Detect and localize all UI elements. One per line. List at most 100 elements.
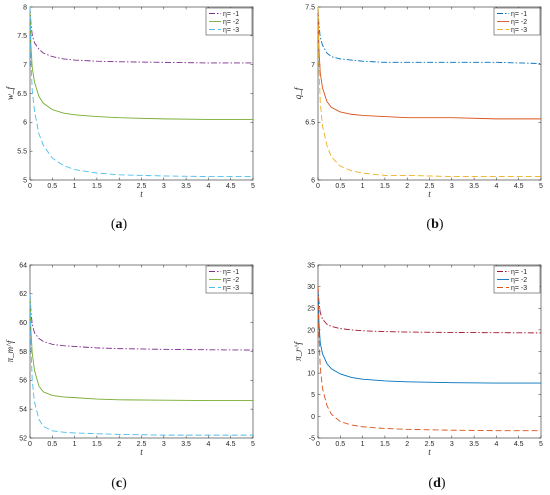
y-tick-label: 5 [23,177,27,184]
x-tick-label: 3.5 [469,183,479,190]
legend: η= -1η= -2η= -3 [205,7,253,36]
series-line-1 [29,293,254,351]
y-tick-label: 52 [19,435,27,442]
y-tick-label: 7.5 [17,33,27,40]
x-tick-label: 0 [316,441,320,448]
legend-entry: η= -3 [223,285,239,292]
legend-entry: η= -1 [223,269,239,276]
x-tick-label: 1.5 [92,183,102,190]
legend-entry: η= -2 [223,277,239,284]
legend-entry: η= -1 [223,11,239,18]
x-tick-label: 4 [206,441,210,448]
x-tick-label: 5 [539,441,543,448]
legend-entry: η= -3 [511,27,527,34]
x-tick-label: 1 [361,183,365,190]
legend: η= -1η= -2η= -3 [493,265,541,294]
series-line-2 [29,6,253,120]
x-tick-label: 0 [316,183,320,190]
x-tick-label: 2 [405,183,409,190]
x-axis-label: t [428,189,431,199]
x-tick-label: 1 [73,441,77,448]
y-axis-label: w_f [5,86,15,101]
x-tick-label: 2.5 [137,183,147,190]
x-tick-label: 3.5 [469,441,479,448]
x-tick-label: 5 [539,183,543,190]
y-tick-label: 6 [23,120,27,127]
panel-caption: (a) [111,217,128,232]
x-tick-label: 1 [73,183,77,190]
series-line-3 [29,6,253,177]
legend-entry: η= -1 [511,269,527,276]
y-tick-label: 62 [19,291,27,298]
x-tick-label: 3 [450,183,454,190]
legend-entry: η= -2 [223,19,239,26]
x-tick-label: 3.5 [181,183,191,190]
x-tick-label: 0.5 [335,183,345,190]
x-tick-label: 1 [361,441,365,448]
plot-area-frame [29,6,254,181]
x-tick-label: 1.5 [380,441,390,448]
y-tick-label: 56 [19,378,27,385]
y-axis-label: π_r^f [293,341,303,361]
y-tick-label: 25 [307,306,315,313]
series-line-1 [317,6,542,64]
y-tick-label: 30 [307,284,315,291]
plot-area-frame [29,264,254,439]
plot-area-frame [317,264,542,439]
panel-caption: (d) [428,476,445,491]
x-tick-label: 3 [450,441,454,448]
x-axis-label: t [140,189,143,199]
x-tick-label: 5 [251,441,255,448]
x-axis-label: t [428,447,431,457]
series-line-3 [317,286,541,432]
plot-area-frame [317,6,542,181]
series-line-2 [29,293,253,401]
y-axis-label: π_m^f [5,339,15,362]
x-tick-label: 2.5 [137,441,147,448]
y-tick-label: 20 [307,327,315,334]
legend-entry: η= -2 [511,277,527,284]
y-tick-label: 6 [311,177,315,184]
x-tick-label: 0 [28,183,32,190]
y-tick-label: 54 [19,407,27,414]
x-tick-label: 3 [162,183,166,190]
panel-caption: (b) [426,217,443,232]
y-tick-label: -5 [309,435,315,442]
x-tick-label: 0.5 [335,441,345,448]
legend-entry: η= -2 [511,19,527,26]
x-tick-label: 2.5 [425,441,435,448]
x-tick-label: 0 [28,441,32,448]
y-tick-label: 5 [311,392,315,399]
y-tick-label: 5.5 [17,149,27,156]
x-tick-label: 4 [206,183,210,190]
chart-panel-a: 0 0.5 1 1.5 2 2.5 3 3.5 4 4.5 5 5 5.5 6 6.5 7 7.5 8 t w_f η=… [5,4,255,232]
x-tick-label: 4 [494,441,498,448]
legend: η= -1η= -2η= -3 [493,7,541,36]
x-axis-label: t [140,447,143,457]
x-tick-label: 1.5 [380,183,390,190]
x-tick-label: 4.5 [514,183,524,190]
y-tick-label: 35 [307,262,315,269]
series-line-2 [317,6,541,120]
y-tick-label: 15 [307,349,315,356]
y-tick-label: 8 [23,4,27,11]
x-tick-label: 3.5 [181,441,191,448]
y-tick-label: 7 [311,62,315,69]
y-tick-label: 64 [19,262,27,269]
legend-entry: η= -3 [511,285,527,292]
x-tick-label: 3 [162,441,166,448]
x-tick-label: 2 [117,441,121,448]
series-line-1 [317,286,542,334]
legend: η= -1η= -2η= -3 [205,265,253,294]
y-tick-label: 60 [19,320,27,327]
y-tick-label: 58 [19,349,27,356]
chart-panel-c: 0 0.5 1 1.5 2 2.5 3 3.5 4 4.5 5 52 54 56 58 60 62 64 t π_m^… [5,262,255,491]
x-tick-label: 2.5 [425,183,435,190]
series-line-3 [29,293,253,436]
x-tick-label: 2 [405,441,409,448]
series-line-1 [29,6,253,64]
legend-entry: η= -3 [223,27,239,34]
series-line-2 [317,286,541,384]
y-axis-label: q_f [293,86,303,99]
